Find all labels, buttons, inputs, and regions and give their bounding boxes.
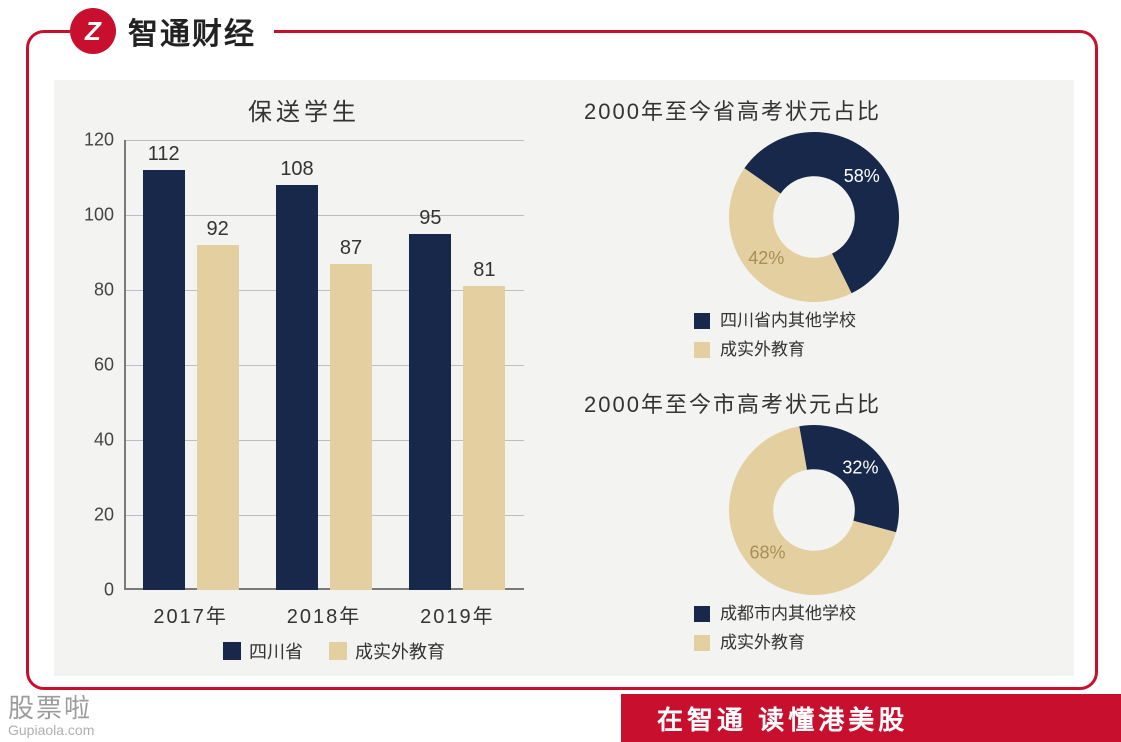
donut2-graphic: 32% 68% [554,425,1074,600]
donut-svg: 58% 42% [729,132,899,302]
bar [276,185,318,590]
donut-svg: 32% 68% [729,425,899,595]
footer-tagline: 在智通 读懂港美股 [621,694,1121,742]
donut-slice-label: 42% [748,248,784,268]
x-tick-label: 2018年 [264,600,384,629]
bar [409,234,451,590]
brand-name: 智通财经 [128,9,256,53]
bar-chart: 保送学生 0 20 40 60 80 100 120 112 92 2017年 108 87 2018年… [54,80,554,676]
x-tick-label: 2017年 [131,600,251,629]
donut-slice [729,168,852,302]
bar-value-label: 112 [139,143,189,166]
y-tick-label: 40 [74,430,114,451]
donut-chart-city: 2000年至今市高考状元占比 32% 68% 成都市内其他学校成实外教育 [554,365,1074,658]
legend-item: 成实外教育 [694,629,1074,658]
bar-value-label: 108 [272,158,322,181]
bar-plot-area: 020406080100120112922017年108872018年95812… [124,140,524,590]
bar [197,245,239,590]
donut-slice-label: 58% [844,166,880,186]
logo-letter: Z [85,16,101,47]
y-tick-label: 0 [74,580,114,601]
legend-item: 成都市内其他学校 [694,600,1074,629]
legend-swatch-icon [694,313,710,329]
bar [143,170,185,590]
y-tick-label: 100 [74,205,114,226]
legend-item: 四川省内其他学校 [694,307,1074,336]
charts-area: 保送学生 0 20 40 60 80 100 120 112 92 2017年 108 87 2018年… [54,80,1074,676]
y-tick-label: 20 [74,505,114,526]
bar-value-label: 81 [459,259,509,282]
legend-label: 四川省内其他学校 [720,307,856,336]
watermark-en: Gupiaola.com [8,723,94,738]
donut-slice-label: 68% [750,542,786,562]
bar [330,264,372,590]
donut1-graphic: 58% 42% [554,132,1074,307]
header: Z 智通财经 [70,8,274,54]
y-tick-label: 120 [74,130,114,151]
legend-label: 四川省 [249,642,303,662]
legend-label: 成都市内其他学校 [720,600,856,629]
legend-swatch-icon [329,642,347,660]
gridline [124,140,524,141]
y-tick-label: 60 [74,355,114,376]
bar-value-label: 95 [405,207,455,230]
watermark-cn: 股票啦 [8,694,94,723]
brand-logo-icon: Z [70,8,116,54]
bar-chart-title: 保送学生 [54,92,554,127]
donut-panel: 2000年至今省高考状元占比 58% 42% 四川省内其他学校成实外教育 2000… [554,80,1074,676]
bar-value-label: 92 [193,218,243,241]
y-axis [124,140,126,590]
footer-tagline-text: 在智通 读懂港美股 [657,700,908,737]
legend-label: 成实外教育 [720,629,805,658]
donut-chart-province: 2000年至今省高考状元占比 58% 42% 四川省内其他学校成实外教育 [554,80,1074,365]
watermark: 股票啦 Gupiaola.com [8,694,94,738]
legend-item: 成实外教育 [694,336,1074,365]
legend-item: 成实外教育 [329,638,445,664]
bar-chart-legend: 四川省 成实外教育 [134,638,534,664]
donut1-title: 2000年至今省高考状元占比 [554,94,1074,126]
legend-swatch-icon [694,635,710,651]
donut-slice-label: 32% [842,457,878,477]
legend-swatch-icon [223,642,241,660]
legend-swatch-icon [694,606,710,622]
donut1-legend: 四川省内其他学校成实外教育 [554,307,1074,365]
bar-value-label: 87 [326,237,376,260]
legend-swatch-icon [694,342,710,358]
x-tick-label: 2019年 [397,600,517,629]
bar [463,286,505,590]
donut2-legend: 成都市内其他学校成实外教育 [554,600,1074,658]
y-tick-label: 80 [74,280,114,301]
legend-label: 成实外教育 [720,336,805,365]
donut2-title: 2000年至今市高考状元占比 [554,387,1074,419]
donut-slice [799,425,899,532]
legend-item: 四川省 [223,638,303,664]
legend-label: 成实外教育 [355,642,445,662]
